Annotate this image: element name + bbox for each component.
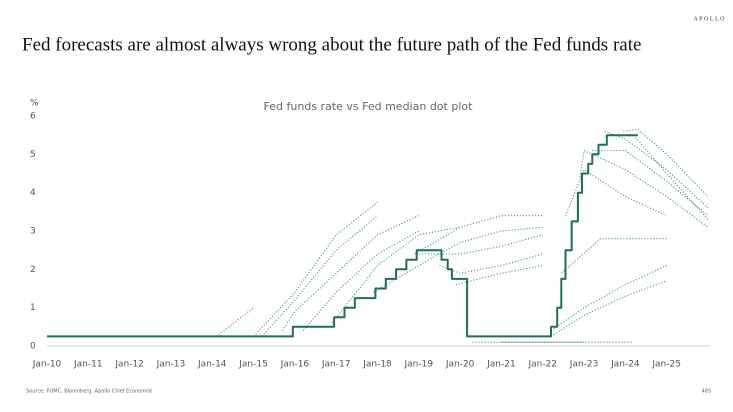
- y-tick-label: 6: [30, 112, 36, 122]
- y-tick-label: 0: [30, 342, 36, 352]
- x-tick-label: Jan-11: [73, 360, 103, 370]
- brand: APOLLO: [693, 16, 726, 22]
- forecast-line: [282, 215, 420, 331]
- x-tick-label: Jan-19: [404, 360, 434, 370]
- forecast-line: [560, 238, 667, 274]
- y-tick-label: 2: [30, 265, 36, 275]
- forecast-line: [439, 253, 543, 274]
- forecast-line: [604, 130, 709, 209]
- x-tick-label: Jan-17: [321, 360, 351, 370]
- forecast-line: [331, 226, 461, 324]
- chart-subtitle: Fed funds rate vs Fed median dot plot: [264, 100, 474, 113]
- x-tick-label: Jan-13: [156, 360, 186, 370]
- forecast-line: [623, 128, 709, 197]
- forecast-line: [550, 265, 667, 332]
- fed-funds-line: [47, 134, 638, 338]
- forecast-line: [216, 307, 254, 337]
- forecast-line: [455, 264, 543, 286]
- forecast-line: [302, 230, 420, 332]
- forecast-line: [579, 149, 709, 228]
- x-tick-label: Jan-12: [114, 360, 144, 370]
- forecast-line: [261, 215, 378, 337]
- page-number: 485: [701, 389, 711, 395]
- forecast-line: [550, 280, 667, 337]
- y-tick-label: 1: [30, 303, 36, 313]
- forecast-line: [373, 226, 543, 293]
- y-tick-label: 3: [30, 227, 36, 237]
- forecast-line: [592, 149, 709, 217]
- x-tick-label: Jan-15: [238, 360, 268, 370]
- source: Source: FOMC, Bloomberg, Apollo Chief Ec…: [26, 389, 152, 395]
- x-tick-label: Jan-10: [32, 360, 62, 370]
- x-tick-label: Jan-24: [610, 360, 640, 370]
- x-tick-label: Jan-14: [197, 360, 227, 370]
- forecast-line: [564, 169, 667, 217]
- y-tick-label: 5: [30, 150, 36, 160]
- y-axis-label: %: [30, 99, 39, 109]
- x-tick-label: Jan-22: [527, 360, 557, 370]
- y-tick-label: 4: [30, 188, 36, 198]
- chart-title: Fed forecasts are almost always wrong ab…: [22, 34, 641, 55]
- x-tick-label: Jan-20: [445, 360, 475, 370]
- forecast-line: [414, 215, 543, 255]
- forecast-line: [253, 201, 378, 337]
- x-tick-label: Jan-18: [362, 360, 392, 370]
- x-tick-label: Jan-25: [651, 360, 681, 370]
- x-tick-label: Jan-16: [280, 360, 310, 370]
- x-tick-label: Jan-23: [569, 360, 599, 370]
- x-tick-label: Jan-21: [486, 360, 516, 370]
